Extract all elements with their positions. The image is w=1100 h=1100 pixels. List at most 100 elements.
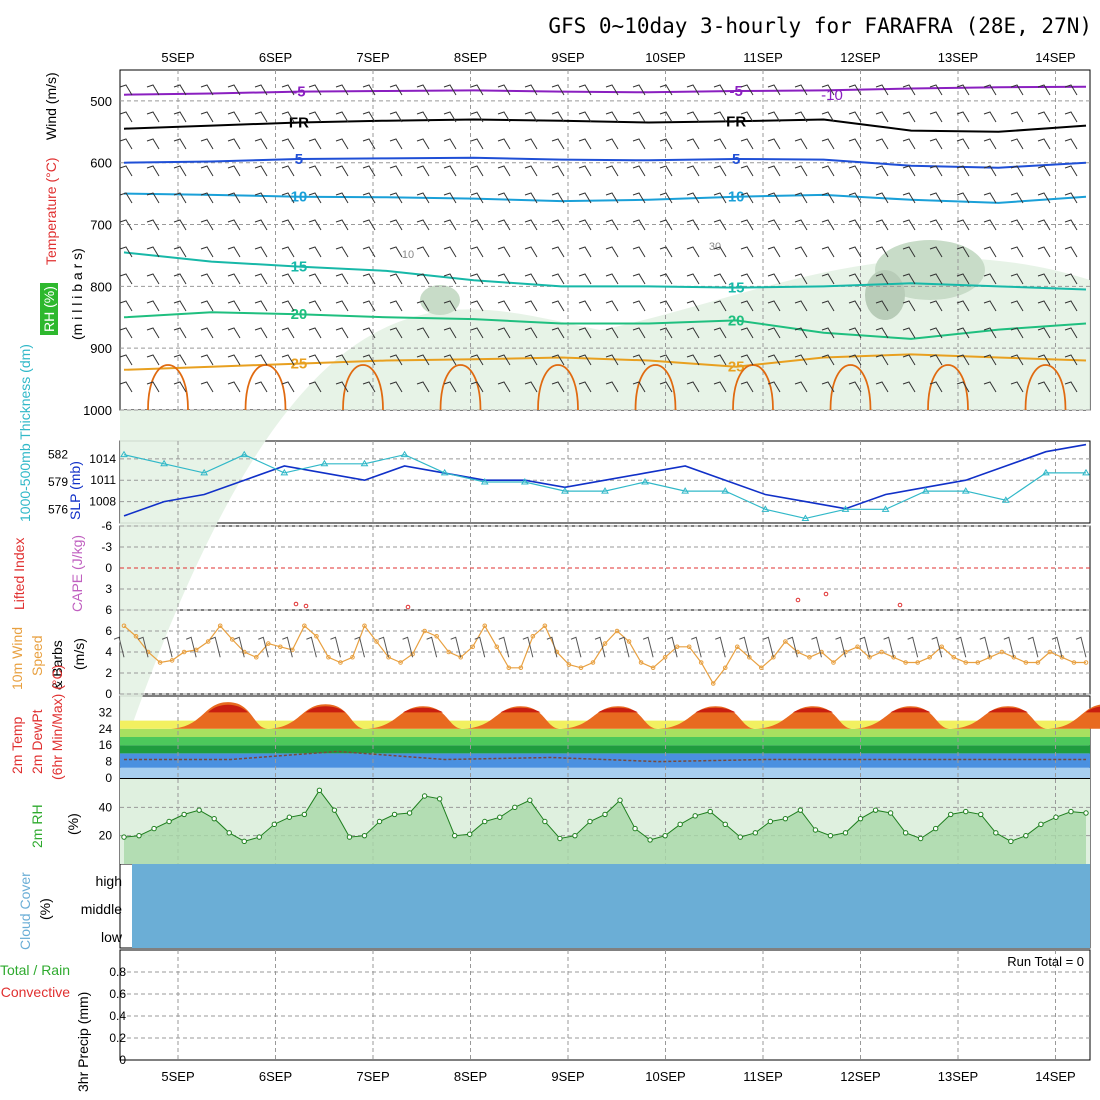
wind-barb — [498, 636, 510, 658]
rh-marker — [797, 807, 804, 813]
wind-barb — [821, 300, 835, 312]
thickness-marker — [200, 468, 209, 476]
rh-tick-label: 40 — [99, 800, 113, 814]
wind-barb — [848, 165, 862, 177]
wind-barb — [362, 273, 376, 285]
wind-barb — [1003, 636, 1015, 658]
wind-barb — [200, 165, 214, 177]
wind-barb — [578, 246, 592, 258]
wind-barb — [362, 165, 376, 177]
rh-marker — [587, 818, 593, 825]
wind-barb — [767, 300, 781, 312]
wind-barb — [173, 327, 187, 339]
wind-barb — [200, 381, 214, 393]
wind-barb — [686, 111, 700, 123]
wind-barb — [1075, 636, 1087, 658]
li-marker — [303, 603, 309, 609]
wind-axis-title: Wind (m/s) — [43, 72, 59, 140]
wind-barb — [306, 636, 317, 658]
wind-tick-label: 4 — [105, 645, 112, 659]
wind-barb — [875, 354, 889, 366]
wind-barb — [362, 138, 376, 150]
wind-barb — [335, 327, 349, 339]
wind-barb — [443, 327, 457, 339]
wind-barb — [821, 192, 835, 204]
rh-marker — [692, 813, 698, 819]
wind-barb — [794, 84, 808, 96]
wind-barb — [1037, 138, 1051, 150]
wind-barb — [686, 138, 700, 150]
wind-barb — [443, 138, 457, 150]
wind-barb — [1010, 300, 1024, 312]
wind-barb — [1037, 111, 1051, 123]
wind-barb — [497, 327, 511, 339]
wind-barb — [443, 246, 457, 258]
thickness-marker — [160, 459, 168, 467]
wind-barb — [470, 327, 484, 339]
wind-barb — [632, 327, 646, 339]
wind-barb — [119, 246, 133, 258]
thickness-marker — [921, 487, 930, 494]
wind-barb — [470, 381, 484, 393]
wind-barb — [1064, 192, 1078, 204]
wind-speed-marker — [506, 665, 512, 671]
wind-barb — [335, 381, 349, 393]
precip-tick-label: 0.4 — [109, 1009, 126, 1023]
wind-barb — [739, 636, 750, 658]
thickness-marker — [1001, 496, 1010, 503]
isotherm-loop — [342, 364, 384, 411]
li-tick-label: 6 — [105, 603, 112, 617]
wind-barb — [1064, 246, 1078, 258]
wind-barb — [113, 636, 125, 658]
wind-barb — [659, 192, 673, 204]
isotherm-label: 25 — [291, 356, 308, 373]
wind-barb — [551, 381, 565, 393]
wind-speed-marker — [530, 633, 536, 639]
wind-speed-marker — [398, 660, 403, 665]
rh-contour-label: 10 — [402, 249, 414, 261]
wind-barb — [416, 381, 430, 393]
thickness-marker — [801, 514, 810, 521]
wind-barb — [713, 192, 727, 204]
wind-barb — [794, 138, 808, 150]
wind-barb — [902, 111, 916, 123]
wind-barb — [497, 273, 511, 285]
cloud-axis-title: Cloud Cover — [17, 872, 33, 950]
wind-barb — [281, 300, 295, 312]
wind-barb — [524, 246, 538, 258]
wind-barb — [686, 84, 700, 96]
wind-barb — [821, 327, 835, 339]
wind-barb — [632, 84, 646, 96]
wind-barb — [470, 219, 484, 231]
wind-barb — [605, 381, 619, 393]
wind-barb — [605, 354, 619, 366]
thickness-line — [123, 454, 1086, 520]
wind-barb — [794, 219, 808, 231]
wind-barb — [362, 84, 376, 96]
wind-barb — [1010, 327, 1024, 339]
wind-barb — [524, 327, 538, 339]
wind-barb — [1010, 192, 1024, 204]
wind-barb — [497, 219, 511, 231]
wind-barb — [443, 111, 457, 123]
wind-barb — [713, 354, 727, 366]
wind-barb — [713, 219, 727, 231]
rh-marker — [557, 835, 563, 842]
wind-barb — [605, 111, 619, 123]
isotherm-line — [123, 85, 1087, 96]
wind-barb — [605, 192, 619, 204]
wind-speed-marker — [470, 644, 476, 650]
wind-barb — [443, 354, 457, 366]
bottom-date-label: 10SEP — [645, 1069, 685, 1084]
bottom-date-label: 7SEP — [356, 1069, 389, 1084]
wind-barb — [659, 381, 673, 393]
wind-speed-marker — [1035, 660, 1041, 665]
wind-barb — [686, 327, 700, 339]
wind-speed-marker — [338, 660, 343, 665]
thickness-marker — [881, 505, 890, 512]
wind-barb — [308, 219, 322, 231]
wind-barb — [119, 327, 133, 339]
data-layer: -5 -5 FR FR 5 5 10 10 15 15 20 20 25 25 -10 10 30 — [113, 83, 1100, 948]
wind-barb — [811, 636, 822, 658]
wind-barb — [443, 165, 457, 177]
